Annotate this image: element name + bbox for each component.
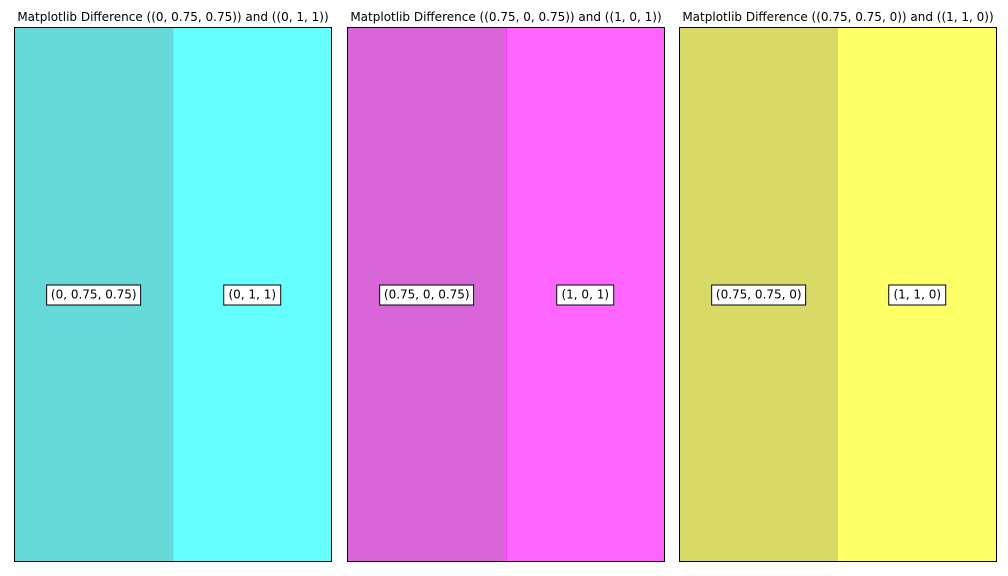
chart-title: Matplotlib Difference ((0, 0.75, 0.75)) … [17,10,329,24]
color-swatch-left: (0.75, 0.75, 0) [680,28,838,561]
plot-area: (0.75, 0.75, 0) (1, 1, 0) [679,27,997,562]
color-swatch-left: (0.75, 0, 0.75) [348,28,506,561]
swatch-label: (1, 1, 0) [888,284,947,305]
color-swatch-right: (0, 1, 1) [172,28,331,561]
plot-area: (0, 0.75, 0.75) (0, 1, 1) [14,27,332,562]
swatch-label: (1, 0, 1) [556,284,615,305]
chart-title: Matplotlib Difference ((0.75, 0.75, 0)) … [682,10,994,24]
color-swatch-right: (1, 1, 0) [837,28,996,561]
swatch-label: (0, 0.75, 0.75) [45,284,142,305]
swatch-label: (0.75, 0, 0.75) [378,284,475,305]
swatch-label: (0, 1, 1) [223,284,282,305]
chart-title: Matplotlib Difference ((0.75, 0, 0.75)) … [350,10,662,24]
plot-area: (0.75, 0, 0.75) (1, 0, 1) [347,27,665,562]
swatch-label: (0.75, 0.75, 0) [710,284,807,305]
chart-panel-cyan: Matplotlib Difference ((0, 0.75, 0.75)) … [14,0,332,576]
color-swatch-left: (0, 0.75, 0.75) [15,28,173,561]
color-swatch-right: (1, 0, 1) [505,28,664,561]
chart-panel-magenta: Matplotlib Difference ((0.75, 0, 0.75)) … [347,0,665,576]
chart-panel-yellow: Matplotlib Difference ((0.75, 0.75, 0)) … [679,0,997,576]
